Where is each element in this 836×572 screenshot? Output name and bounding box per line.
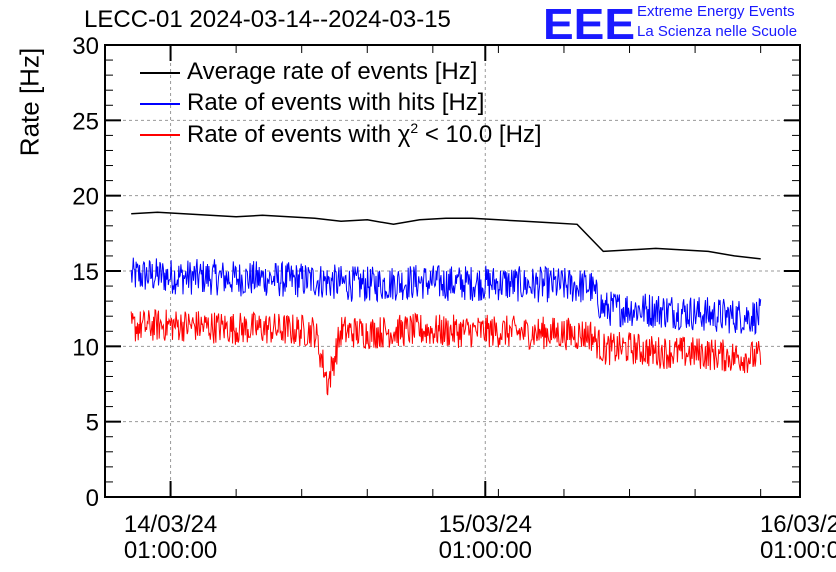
legend-label-average: Average rate of events [Hz] (187, 58, 478, 85)
y-tick-label: 5 (86, 410, 99, 437)
x-tick-label-date: 15/03/24 (439, 511, 532, 538)
legend-label-hits: Rate of events with hits [Hz] (187, 89, 485, 116)
x-tick-label-time: 01:00:00 (124, 537, 217, 564)
x-tick-label-date: 16/03/2 (760, 511, 836, 538)
legend-swatch-chi2 (140, 134, 180, 136)
legend-swatch-hits (140, 103, 180, 105)
y-tick-label: 0 (86, 485, 99, 512)
y-axis-label: Rate [Hz] (14, 47, 45, 157)
x-tick-label-date: 14/03/24 (124, 511, 217, 538)
svg-text:EEE: EEE (543, 2, 635, 42)
y-tick-label: 15 (72, 259, 99, 286)
y-tick-label: 30 (72, 33, 99, 60)
legend-label-chi2: Rate of events with χ2 < 10.0 [Hz] (187, 120, 542, 148)
chart-title: LECC-01 2024-03-14--2024-03-15 (84, 6, 451, 33)
y-tick-label: 25 (72, 108, 99, 135)
x-tick-label-time: 01:00:0 (760, 537, 836, 564)
series-line-chi2 (130, 309, 762, 396)
x-tick-label-time: 01:00:00 (439, 537, 532, 564)
y-tick-label: 20 (72, 184, 99, 211)
eee-logo: EEE (543, 2, 635, 42)
y-tick-label: 10 (72, 334, 99, 361)
logo-line-2: La Scienza nelle Scuole (637, 23, 798, 40)
series-line-hits (130, 257, 762, 336)
series-line-average (131, 211, 761, 260)
legend-swatch-average (140, 72, 180, 74)
logo-line-1: Extreme Energy Events (637, 3, 795, 20)
